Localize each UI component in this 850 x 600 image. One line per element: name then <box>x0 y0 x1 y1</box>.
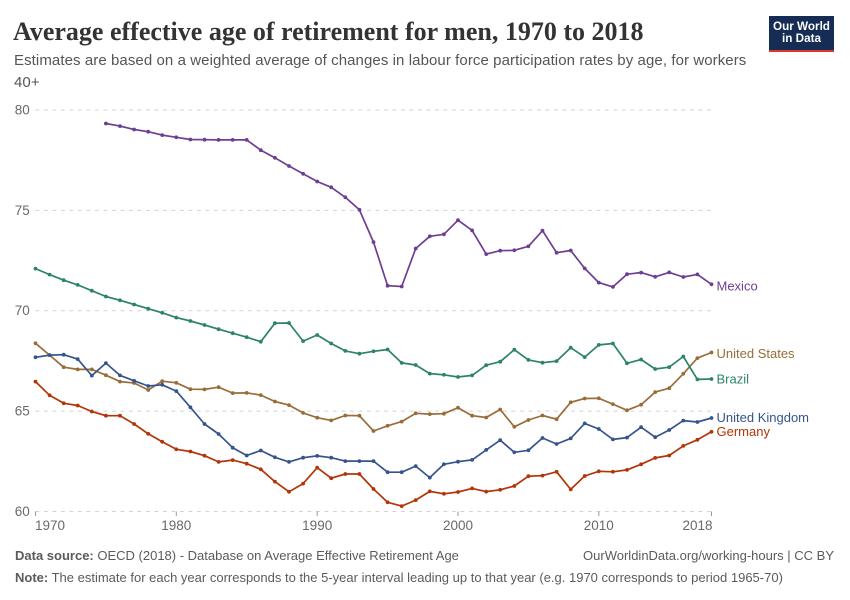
svg-text:2018: 2018 <box>682 518 712 533</box>
svg-text:2010: 2010 <box>584 518 614 533</box>
svg-text:Germany: Germany <box>717 424 771 439</box>
svg-text:65: 65 <box>15 404 30 419</box>
svg-text:Mexico: Mexico <box>717 279 758 294</box>
svg-text:United Kingdom: United Kingdom <box>717 410 810 425</box>
svg-text:80: 80 <box>15 102 30 117</box>
svg-text:2000: 2000 <box>443 518 473 533</box>
svg-text:60: 60 <box>15 504 30 519</box>
svg-text:United States: United States <box>717 346 796 361</box>
svg-text:1970: 1970 <box>35 518 65 533</box>
svg-text:70: 70 <box>15 303 30 318</box>
svg-text:1990: 1990 <box>302 518 332 533</box>
svg-text:1980: 1980 <box>161 518 191 533</box>
svg-text:75: 75 <box>15 203 30 218</box>
svg-text:Brazil: Brazil <box>717 372 750 387</box>
